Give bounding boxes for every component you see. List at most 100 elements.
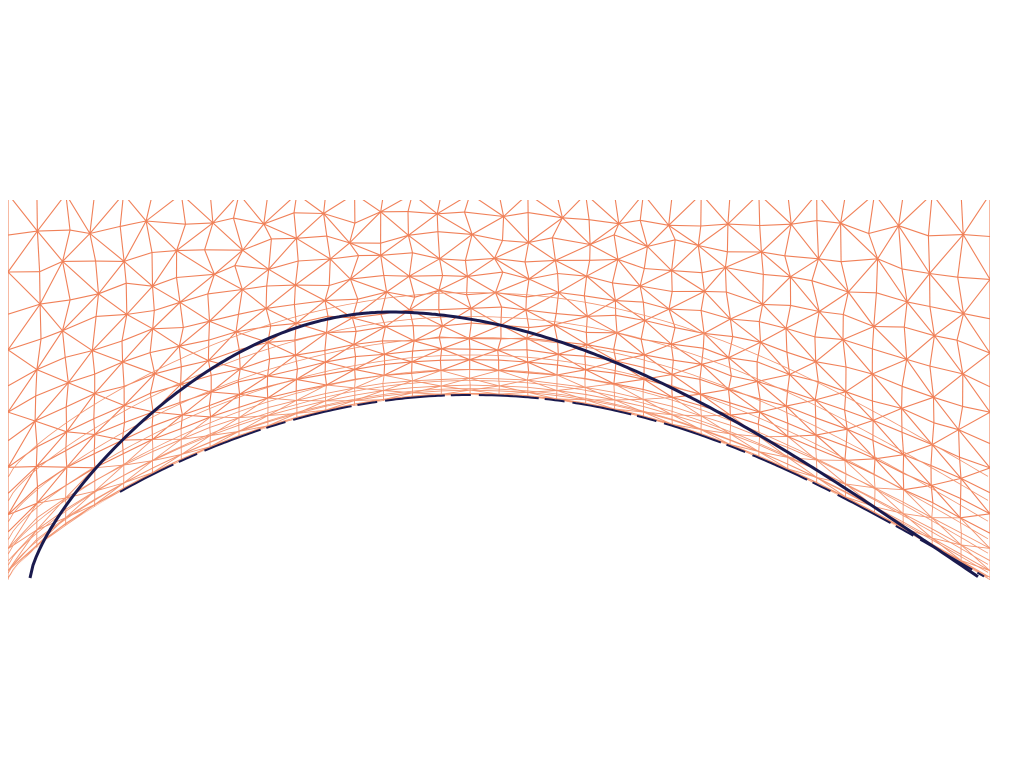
mesh-edge bbox=[668, 200, 702, 226]
mesh-edge bbox=[784, 224, 792, 256]
mesh-edge bbox=[528, 217, 563, 243]
mesh-edge bbox=[759, 225, 762, 253]
mesh-edge bbox=[818, 311, 844, 340]
mesh-edge bbox=[704, 290, 727, 293]
mesh-edge bbox=[469, 369, 499, 379]
mesh-edge bbox=[587, 314, 616, 317]
mesh-edge bbox=[93, 453, 96, 468]
mesh-edge bbox=[613, 383, 644, 400]
mesh-edge bbox=[872, 358, 907, 375]
mesh-edge bbox=[730, 318, 760, 323]
mesh-edge bbox=[268, 260, 299, 270]
mesh-edge bbox=[66, 393, 96, 433]
mesh-edge bbox=[555, 259, 587, 277]
mesh-edge bbox=[145, 200, 182, 222]
mesh-edge bbox=[787, 422, 817, 436]
mesh-edge bbox=[152, 438, 182, 462]
mesh-edge bbox=[868, 233, 879, 259]
mesh-edge bbox=[615, 300, 646, 321]
mesh-edge bbox=[930, 484, 961, 500]
mesh-edge bbox=[412, 379, 442, 382]
mesh-edge bbox=[69, 229, 90, 235]
mesh-edge bbox=[237, 289, 243, 315]
mesh-edge bbox=[65, 490, 96, 510]
mesh-edge bbox=[65, 434, 96, 452]
mesh-edge bbox=[815, 447, 846, 461]
mesh-edge bbox=[615, 314, 645, 322]
mesh-edge bbox=[121, 340, 124, 363]
mesh-edge bbox=[787, 200, 792, 225]
mesh-edge bbox=[760, 341, 788, 353]
mesh-edge bbox=[181, 435, 211, 455]
mesh-edge bbox=[151, 286, 155, 311]
mesh-edge bbox=[554, 315, 588, 326]
mesh-edge bbox=[527, 386, 557, 391]
mesh-edge bbox=[960, 200, 964, 235]
mesh-edge bbox=[697, 225, 702, 246]
mesh-edge bbox=[527, 390, 557, 393]
mesh-edge bbox=[643, 411, 673, 421]
mesh-edge bbox=[123, 260, 153, 287]
mesh-edge bbox=[556, 313, 588, 317]
mesh-edge bbox=[326, 384, 355, 389]
mesh-edge bbox=[871, 373, 903, 409]
mesh-edge bbox=[525, 309, 555, 326]
mesh-edge bbox=[36, 231, 41, 272]
mesh-edge bbox=[439, 348, 443, 361]
mesh-edge bbox=[868, 225, 899, 235]
mesh-edge bbox=[557, 364, 586, 371]
mesh-edge bbox=[36, 200, 67, 232]
mesh-edge bbox=[383, 390, 413, 394]
mesh-edge bbox=[211, 391, 240, 395]
mesh-edge bbox=[816, 200, 842, 224]
mesh-edge bbox=[840, 223, 842, 262]
mesh-edge bbox=[441, 348, 470, 361]
mesh-edge bbox=[293, 200, 298, 213]
mesh-edge bbox=[297, 361, 326, 370]
mesh-edge bbox=[384, 353, 413, 363]
mesh-edge bbox=[960, 477, 990, 494]
mesh-edge bbox=[503, 216, 529, 243]
mesh-edge bbox=[207, 293, 211, 322]
mesh-edge bbox=[873, 326, 908, 360]
mesh-edge bbox=[502, 239, 529, 244]
mesh-edge bbox=[963, 234, 990, 238]
mesh-edge bbox=[903, 454, 932, 467]
mesh-edge bbox=[842, 291, 849, 315]
mesh-edge bbox=[786, 351, 816, 363]
mesh-edge bbox=[842, 339, 847, 368]
mesh-edge bbox=[903, 454, 932, 486]
mesh-edge bbox=[412, 200, 438, 215]
mesh-edge bbox=[898, 225, 903, 269]
mesh-edge bbox=[438, 325, 444, 338]
mesh-edge bbox=[847, 291, 875, 327]
mesh-edge bbox=[957, 277, 965, 314]
mesh-edge bbox=[469, 200, 504, 217]
mesh-edge bbox=[584, 295, 616, 302]
mesh-edge bbox=[207, 288, 243, 295]
mesh-edge bbox=[36, 431, 67, 448]
mesh-edge bbox=[644, 354, 674, 361]
mesh-edge bbox=[790, 200, 818, 225]
mesh-edge bbox=[353, 340, 383, 346]
mesh-edge bbox=[152, 328, 180, 347]
mesh-edge bbox=[66, 434, 96, 468]
mesh-edge bbox=[294, 355, 298, 370]
mesh-edge bbox=[701, 363, 729, 390]
mesh-edge bbox=[62, 260, 99, 295]
mesh-edge bbox=[558, 291, 585, 297]
mesh-edge bbox=[847, 258, 879, 293]
mesh-edge bbox=[498, 359, 528, 363]
mesh-edge bbox=[267, 397, 297, 401]
mesh-edge bbox=[466, 294, 472, 309]
mesh-edge bbox=[8, 446, 38, 468]
mesh-edge bbox=[874, 487, 904, 491]
mesh-edge bbox=[903, 513, 932, 519]
mesh-edge bbox=[8, 369, 38, 413]
mesh-edge bbox=[175, 277, 181, 303]
mesh-edge bbox=[385, 326, 415, 342]
mesh-edge bbox=[818, 258, 849, 293]
mesh-edge bbox=[726, 291, 763, 305]
mesh-edge bbox=[901, 268, 908, 302]
mesh-edge bbox=[789, 374, 816, 401]
